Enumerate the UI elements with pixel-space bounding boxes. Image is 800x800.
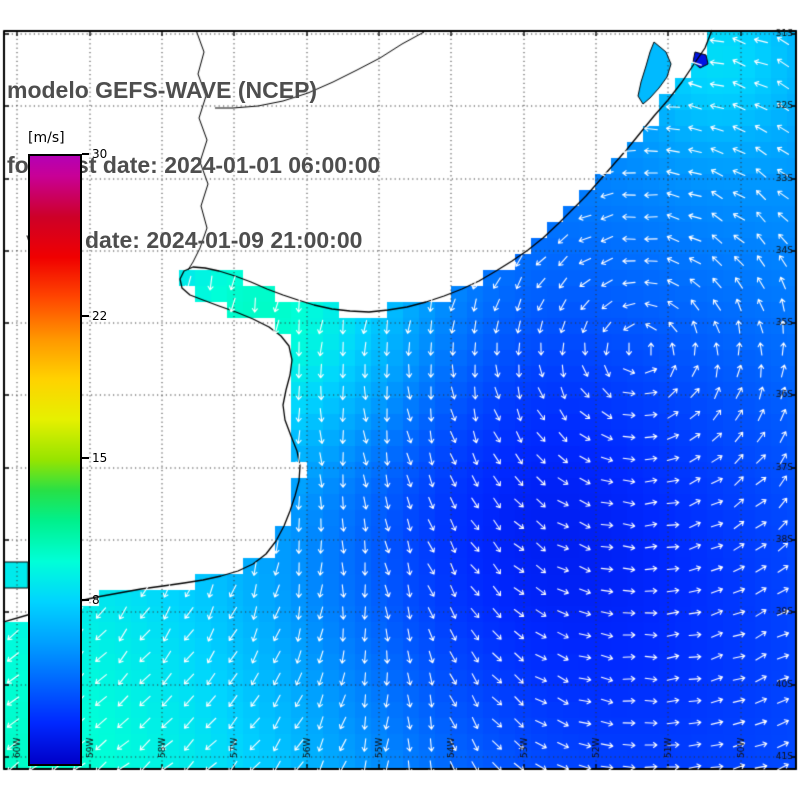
colorbar-tick-label: 8 — [92, 592, 100, 607]
colorbar-tick-mark — [82, 457, 89, 459]
colorbar-tick-label: 22 — [92, 309, 108, 324]
colorbar-unit-label: [m/s] — [28, 130, 65, 146]
colorbar-tick-mark — [82, 153, 89, 155]
model-title: modelo GEFS-WAVE (NCEP) — [7, 77, 318, 103]
colorbar-tick-mark — [82, 598, 89, 601]
colorbar-tick-label: 15 — [92, 451, 108, 465]
colorbar-tick-mark — [82, 315, 89, 318]
colorbar-gradient — [28, 154, 82, 766]
colorbar-tick-label: 30 — [92, 147, 108, 161]
colorbar: [m/s] 30 22 15 8 — [28, 130, 138, 790]
